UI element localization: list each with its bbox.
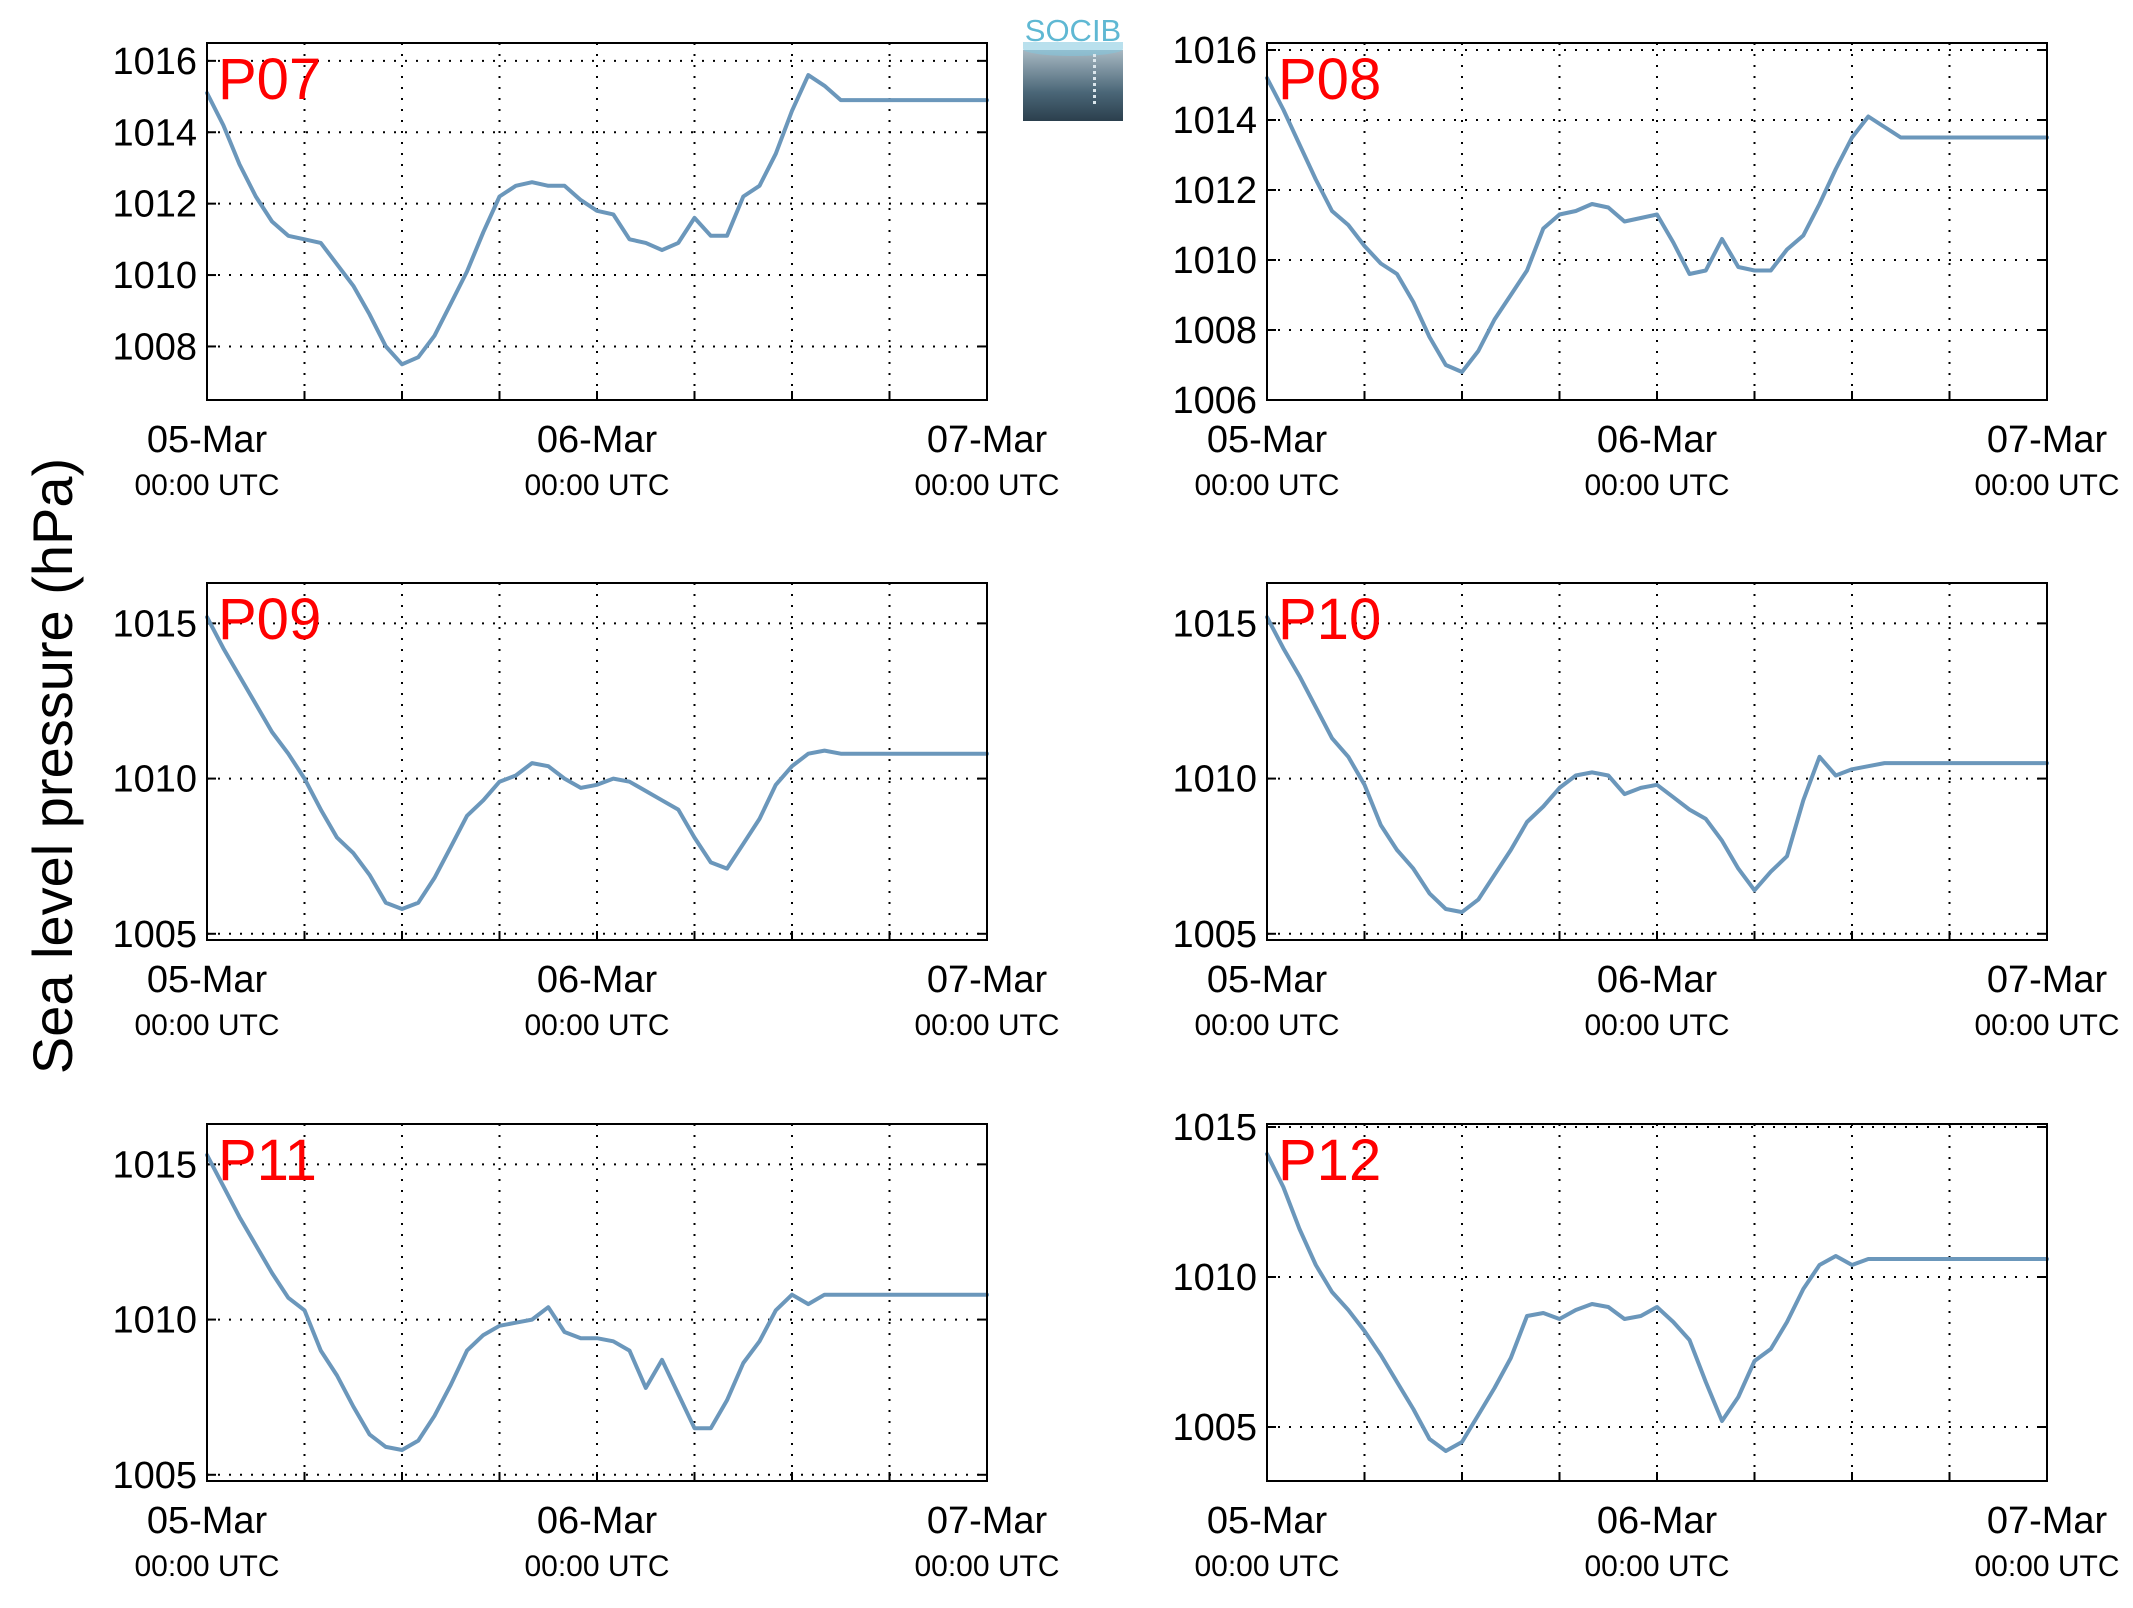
x-tick-sublabel: 00:00 UTC [914,469,1059,502]
chart-panel-p10: 1005 1010 1015 05-Mar 00:00 UTC 06-Mar 00:00 U… [1172,582,2120,1042]
y-axis-label: Sea level pressure (hPa) [21,458,84,1074]
y-tick-label: 1016 [1172,30,1257,72]
plot-frame [206,582,988,941]
station-label: P08 [1278,47,1381,112]
x-tick-label: 07-Mar [927,419,1048,461]
x-tick-label: 06-Mar [1597,419,1718,461]
y-tick-label: 1010 [112,255,197,297]
x-tick-label: 07-Mar [1987,1500,2108,1542]
y-tick-label: 1010 [1172,759,1257,801]
y-tick-label: 1005 [112,1455,197,1497]
y-tick-label: 1005 [1172,1407,1257,1449]
x-tick-label: 06-Mar [537,959,658,1001]
y-tick-label: 1015 [112,1144,197,1186]
chart-panel-p08: 1006 1008 1010 1012 1014 1016 05-Mar 00:00 UTC 0… [1172,30,2119,502]
x-tick-sublabel: 00:00 UTC [1974,469,2119,502]
x-tick-sublabel: 00:00 UTC [914,1009,1059,1042]
x-tick-sublabel: 00:00 UTC [1194,469,1339,502]
x-tick-sublabel: 00:00 UTC [914,1550,1059,1583]
chart-panel-p07: 1008 1010 1012 1014 1016 05-Mar 00:00 UTC 06-Ma… [112,41,1059,502]
x-tick-label: 06-Mar [537,1500,658,1542]
pressure-series-line [1265,615,2049,915]
x-tick-label: 05-Mar [147,1500,268,1542]
socib-logo-text: SOCIB [1024,13,1122,48]
y-tick-label: 1014 [1172,100,1257,142]
x-tick-sublabel: 00:00 UTC [1194,1550,1339,1583]
plot-frame [1266,42,2048,401]
x-tick-label: 06-Mar [1597,1500,1718,1542]
socib-logo: SOCIB [1023,14,1123,121]
socib-logo-emblem [1023,50,1123,121]
x-tick-label: 07-Mar [1987,959,2108,1001]
y-tick-label: 1015 [1172,603,1257,645]
x-tick-sublabel: 00:00 UTC [134,469,279,502]
chart-panel-p12: 1005 1010 1015 05-Mar 00:00 UTC 06-Mar 00:00 U… [1172,1107,2119,1583]
y-tick-label: 1012 [112,184,197,226]
x-tick-label: 05-Mar [147,419,268,461]
x-tick-label: 05-Mar [1207,1500,1328,1542]
x-tick-sublabel: 00:00 UTC [1584,1009,1729,1042]
x-tick-sublabel: 00:00 UTC [1584,1550,1729,1583]
plot-frame [206,42,988,401]
x-tick-sublabel: 00:00 UTC [1974,1009,2119,1042]
socib-logo-dots [1093,54,1096,104]
x-tick-label: 06-Mar [1597,959,1718,1001]
plot-frame [1266,582,2048,941]
x-tick-sublabel: 00:00 UTC [1194,1009,1339,1042]
y-tick-label: 1015 [1172,1107,1257,1149]
panels: 1008 1010 1012 1014 1016 05-Mar 00:00 UTC 06-Ma… [112,30,2119,1583]
station-label: P10 [1278,587,1381,652]
x-tick-sublabel: 00:00 UTC [524,1009,669,1042]
plot-frame [1266,1123,2048,1482]
x-tick-label: 05-Mar [1207,959,1328,1001]
x-tick-sublabel: 00:00 UTC [134,1550,279,1583]
y-tick-label: 1010 [112,1300,197,1342]
y-tick-label: 1014 [112,112,197,154]
x-tick-label: 05-Mar [147,959,268,1001]
y-tick-label: 1008 [1172,310,1257,352]
chart-panel-p11: 1005 1010 1015 05-Mar 00:00 UTC 06-Mar 00:00 U… [112,1123,1060,1583]
pressure-series-line [205,615,989,911]
station-label: P09 [218,587,321,652]
y-tick-label: 1015 [112,603,197,645]
socib-logo-wave [1023,42,1123,56]
y-tick-label: 1010 [1172,240,1257,282]
chart-panel-p09: 1005 1010 1015 05-Mar 00:00 UTC 06-Mar 00:00 U… [112,582,1060,1042]
x-tick-label: 06-Mar [537,419,658,461]
y-tick-label: 1016 [112,41,197,83]
y-tick-label: 1008 [112,326,197,368]
y-tick-label: 1010 [112,759,197,801]
pressure-series-line [205,73,989,367]
pressure-series-line [1265,1152,2049,1453]
station-label: P07 [218,47,321,112]
plot-frame [206,1123,988,1482]
y-tick-label: 1005 [112,914,197,956]
x-tick-label: 07-Mar [927,959,1048,1001]
x-tick-sublabel: 00:00 UTC [1584,469,1729,502]
pressure-series-line [1265,76,2049,374]
x-tick-sublabel: 00:00 UTC [524,1550,669,1583]
x-tick-sublabel: 00:00 UTC [134,1009,279,1042]
y-tick-label: 1005 [1172,914,1257,956]
x-tick-sublabel: 00:00 UTC [1974,1550,2119,1583]
x-tick-sublabel: 00:00 UTC [524,469,669,502]
x-tick-label: 07-Mar [927,1500,1048,1542]
station-label: P11 [218,1128,317,1193]
x-tick-label: 05-Mar [1207,419,1328,461]
y-tick-label: 1006 [1172,380,1257,422]
y-tick-label: 1010 [1172,1257,1257,1299]
station-label: P12 [1278,1128,1381,1193]
x-tick-label: 07-Mar [1987,419,2108,461]
y-tick-label: 1012 [1172,170,1257,212]
pressure-series-line [205,1153,989,1452]
